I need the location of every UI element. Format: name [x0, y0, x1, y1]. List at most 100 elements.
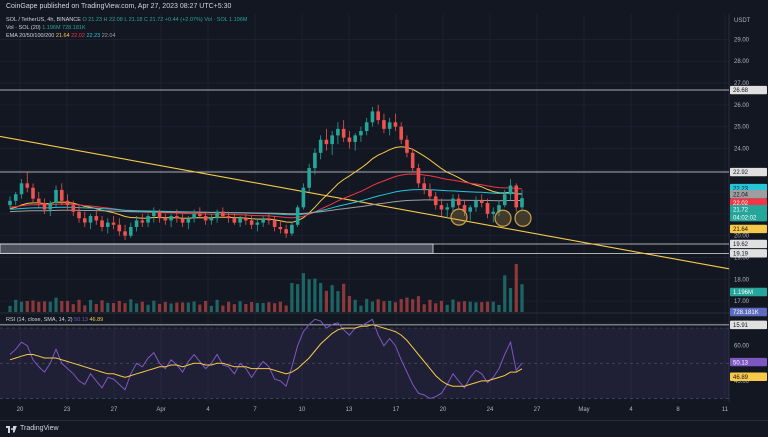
price-tick-label: 17.00: [734, 299, 750, 305]
legend-ohlc: O 21.23 H 22.08 L 21.18 C 21.72 +0.44 (+…: [82, 17, 203, 23]
volume-bar: [123, 303, 127, 312]
price-tag-bg: [730, 204, 767, 214]
candle-body: [336, 128, 340, 136]
volume-bar: [152, 300, 156, 312]
volume-bar: [330, 285, 334, 312]
candle-body: [318, 139, 323, 153]
rsi-tag: 46.89: [730, 372, 767, 381]
volume-bar: [180, 302, 185, 312]
candle-body: [456, 198, 461, 206]
candle-body: [301, 187, 306, 208]
price-tick-label: 25.00: [734, 125, 750, 131]
candle-body: [117, 224, 122, 232]
candle-body: [324, 139, 329, 145]
price-tag-bg: [730, 85, 767, 95]
volume-bar: [198, 304, 202, 312]
volume-bar: [14, 299, 18, 312]
footer: TradingView: [0, 420, 768, 437]
ema50-line: [9, 173, 523, 219]
candle-body: [82, 218, 87, 223]
publisher-bar: CoinGape published on TradingView.com, A…: [0, 0, 768, 14]
volume-bar: [261, 302, 265, 312]
volume-bar: [480, 302, 484, 312]
volume-bar: [232, 304, 236, 312]
candle-body: [433, 196, 438, 206]
candle-body: [25, 183, 30, 188]
support-circles: [450, 208, 532, 227]
ema100-line: [9, 189, 523, 216]
volume-bar: [451, 299, 455, 312]
volume-bar: [520, 284, 524, 312]
candle-body: [347, 137, 352, 142]
volume-bar: [290, 283, 294, 312]
volume-bar: [273, 303, 277, 312]
rsi-tag: 50.13: [730, 357, 767, 367]
candle-body: [278, 226, 283, 230]
legend-symbol-row: SOL / TetherUS, 4h, BINANCE O 21.23 H 22…: [6, 16, 247, 24]
volume-bar: [485, 301, 490, 312]
volume-bar: [71, 304, 75, 312]
candle-body: [100, 220, 104, 227]
volume-bar: [25, 301, 29, 312]
volume-bar: [508, 287, 513, 312]
candle-body: [359, 131, 363, 136]
candle-body: [226, 216, 231, 219]
volume-bar: [8, 305, 12, 312]
price-tag-label: 22.23: [733, 186, 749, 192]
volume-bar: [134, 303, 139, 312]
price-tick-label: 26.00: [734, 103, 750, 109]
candle-body: [399, 126, 403, 140]
volume-bar: [238, 301, 242, 312]
time-tick-label: May: [578, 407, 589, 413]
volume-bar: [129, 299, 133, 312]
price-tag-label: 21.64: [733, 227, 749, 233]
candle-body: [364, 122, 369, 132]
volume-bar: [353, 299, 357, 312]
rsi-tag-label: 46.89: [733, 375, 749, 381]
volume-bar: [491, 301, 495, 312]
volume-bar: [37, 301, 41, 312]
candle-body: [244, 218, 248, 221]
volume-bar: [106, 302, 110, 312]
price-tag-label: 22.04: [733, 192, 749, 198]
candle-body: [186, 218, 191, 223]
candle-body: [105, 222, 110, 227]
candle-body: [215, 211, 219, 219]
rsi-tag-bg: [730, 357, 767, 367]
price-tag: 21.64: [730, 224, 767, 233]
volume-bar: [203, 300, 208, 312]
chart-area[interactable]: 60.00 40.00 50.13 46.89 USDT 29.00 28.00 27.00…: [0, 14, 768, 416]
candle-body: [370, 111, 375, 123]
tradingview-brand: TradingView: [20, 425, 59, 432]
volume-bar: [83, 305, 87, 312]
volume-bar: [65, 300, 70, 312]
candle-body: [232, 218, 237, 223]
time-tick-label: 8: [676, 407, 680, 413]
price-tag: 22.92: [730, 167, 767, 176]
candle-body: [209, 218, 214, 221]
candle-body: [479, 200, 484, 203]
candle-body: [203, 216, 208, 221]
candle-body: [169, 216, 173, 221]
candle-body: [261, 218, 265, 223]
price-tag-label: 1.196M: [733, 290, 753, 296]
price-tag: 728.181K: [730, 307, 767, 316]
price-tick-label: 29.00: [734, 37, 750, 43]
candle-body: [88, 216, 93, 223]
rsi-legend: RSI (14, close, SMA, 14, 2) 50.13 46.89: [6, 316, 103, 324]
volume-bar: [365, 298, 369, 312]
support-circle: [450, 208, 468, 226]
rsi-tag-bg: [730, 372, 767, 381]
currency-label: USDT: [734, 18, 751, 24]
price-tag: 15.91: [730, 320, 767, 330]
candle-body: [422, 183, 427, 190]
price-tag-bg: [730, 198, 767, 207]
volume-bar: [382, 301, 386, 312]
price-tag-label: 22.02: [733, 201, 749, 207]
tradingview-logo[interactable]: TradingView: [6, 424, 59, 434]
legend-ema100: 22.23: [86, 33, 101, 39]
candle-body: [157, 211, 162, 219]
price-tag-label: 728.181K: [733, 310, 759, 316]
